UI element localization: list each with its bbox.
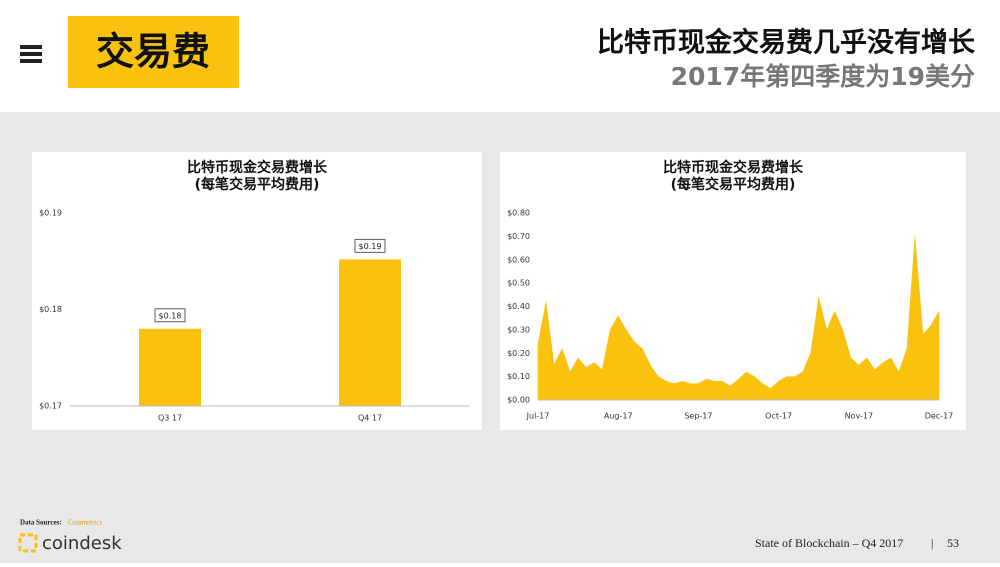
value-label: $0.19 bbox=[359, 242, 382, 251]
bar bbox=[339, 259, 401, 406]
bar bbox=[139, 328, 201, 406]
y-tick-label: $0.50 bbox=[507, 279, 530, 288]
x-tick-label: Sep-17 bbox=[684, 412, 712, 421]
area bbox=[537, 236, 940, 401]
y-tick-label: $0.40 bbox=[507, 302, 530, 311]
y-tick-label: $0.30 bbox=[507, 325, 530, 334]
x-tick-label: Oct-17 bbox=[765, 412, 792, 421]
y-tick-label: $0.20 bbox=[507, 349, 530, 358]
y-tick-label: $0.17 bbox=[39, 402, 62, 411]
chart-subtitle: (每笔交易平均费用) bbox=[195, 176, 320, 193]
chart-title: 比特币现金交易费增长 bbox=[187, 159, 328, 176]
section-title: 交易费 bbox=[96, 30, 210, 74]
x-tick-label: Q4 17 bbox=[358, 414, 382, 423]
y-tick-label: $0.10 bbox=[507, 372, 530, 381]
section-box bbox=[68, 16, 239, 88]
subheadline: 2017年第四季度为19美分 bbox=[671, 62, 975, 91]
y-tick-label: $0.19 bbox=[39, 209, 62, 218]
separator: | bbox=[931, 536, 933, 550]
y-tick-label: $0.70 bbox=[507, 232, 530, 241]
value-label-box bbox=[154, 308, 186, 323]
chart-title: 比特币现金交易费增长 bbox=[663, 159, 804, 176]
logo-text: coindesk bbox=[42, 533, 122, 554]
page-number: 53 bbox=[947, 536, 959, 550]
report-name: State of Blockchain – Q4 2017 bbox=[755, 536, 903, 550]
y-tick-label: $0.80 bbox=[507, 209, 530, 218]
headline: 比特币现金交易费几乎没有增长 bbox=[597, 27, 976, 59]
x-tick-label: Aug-17 bbox=[604, 412, 633, 421]
value-label-box bbox=[354, 238, 386, 253]
x-tick-label: Nov-17 bbox=[845, 412, 873, 421]
source-label: Data Sources: bbox=[20, 519, 62, 527]
chart-subtitle: (每笔交易平均费用) bbox=[671, 176, 796, 193]
chart-panel bbox=[32, 152, 482, 430]
x-tick-label: Q3 17 bbox=[158, 414, 182, 423]
x-tick-label: Dec-17 bbox=[925, 412, 954, 421]
y-tick-label: $0.60 bbox=[507, 255, 530, 264]
menu-icon[interactable] bbox=[20, 45, 42, 63]
y-tick-label: $0.18 bbox=[39, 305, 62, 314]
source: Coinmetrics bbox=[68, 519, 102, 527]
y-tick-label: $0.00 bbox=[507, 396, 530, 405]
logo-mark bbox=[18, 533, 38, 553]
x-tick-label: Jul-17 bbox=[526, 412, 550, 421]
value-label: $0.18 bbox=[159, 311, 182, 320]
